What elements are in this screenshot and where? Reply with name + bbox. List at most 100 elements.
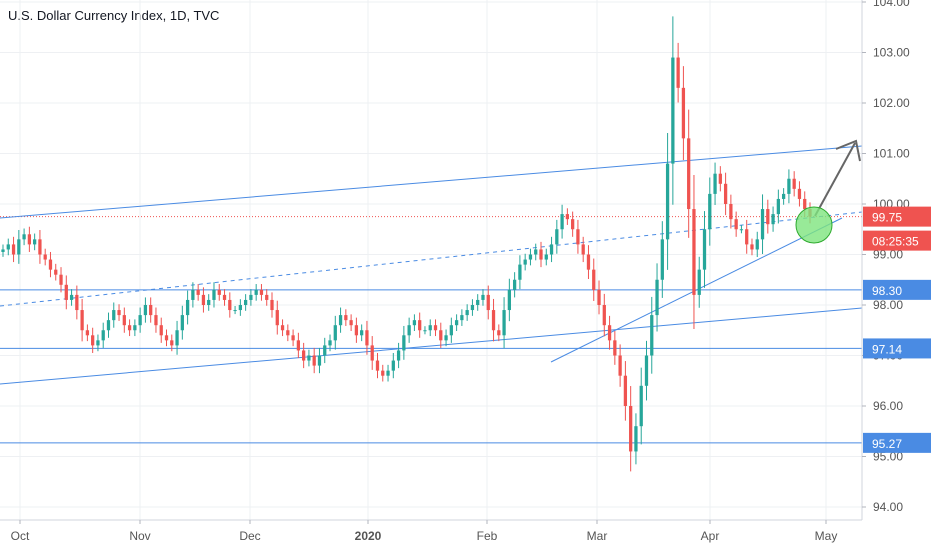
candle-body xyxy=(33,239,37,245)
candle-body xyxy=(423,330,427,332)
candle-body xyxy=(444,335,448,341)
highlight-circle xyxy=(795,206,833,244)
candle-body xyxy=(391,360,395,371)
candle-body xyxy=(207,299,211,305)
candle-body xyxy=(534,249,538,255)
candle-body xyxy=(317,355,322,366)
candle-body xyxy=(560,214,564,230)
candle-body xyxy=(655,279,659,316)
chart-title: U.S. Dollar Currency Index, 1D, TVC xyxy=(8,8,220,23)
candle-body xyxy=(571,219,575,230)
candle-body xyxy=(803,198,807,210)
candle-body xyxy=(286,330,290,336)
candle-body xyxy=(312,355,316,366)
candle-body xyxy=(328,340,332,346)
candle-body xyxy=(164,335,169,341)
candle-body xyxy=(170,340,174,346)
candle-body xyxy=(586,254,591,270)
candle-body xyxy=(565,214,570,220)
candle-body xyxy=(270,299,274,311)
candle-body xyxy=(412,320,417,326)
candle-body xyxy=(792,178,796,189)
candle-body xyxy=(80,310,84,331)
candle-body xyxy=(502,310,506,336)
candle-body xyxy=(185,299,190,316)
candle-body xyxy=(512,279,517,290)
candle-body xyxy=(370,345,374,361)
candle-body xyxy=(64,284,68,300)
candle-body xyxy=(254,289,258,295)
candle-body xyxy=(112,310,116,321)
candle-body xyxy=(22,234,26,240)
candle-body xyxy=(307,355,311,361)
candle-body xyxy=(43,254,47,260)
candle-body xyxy=(280,325,285,331)
candle-body xyxy=(581,244,585,255)
candle-body xyxy=(11,244,16,255)
candle-body xyxy=(407,325,411,336)
candle-body xyxy=(523,259,527,265)
candle-body xyxy=(154,315,158,326)
candle-body xyxy=(233,310,237,312)
candle-body xyxy=(613,340,617,356)
candle-body xyxy=(302,350,306,361)
candle-body xyxy=(54,269,58,275)
price-label-badge xyxy=(863,432,931,453)
price-label-text: 99.75 xyxy=(872,211,902,225)
y-axis-tick-label: 104.00 xyxy=(873,0,910,9)
candle-body xyxy=(639,385,643,427)
price-label-text: 97.14 xyxy=(872,342,902,356)
candle-body xyxy=(681,87,686,139)
candle-body xyxy=(259,289,264,295)
candle-body xyxy=(539,249,543,260)
candle-body xyxy=(549,244,554,255)
candle-body xyxy=(454,320,459,326)
price-label-badge xyxy=(863,206,931,227)
candle-body xyxy=(365,330,369,346)
candle-body xyxy=(243,299,248,305)
candle-body xyxy=(85,330,90,336)
x-axis-tick-label: Apr xyxy=(701,529,720,543)
candle-body xyxy=(576,229,580,245)
y-axis-tick-label: 103.00 xyxy=(873,46,910,60)
candle-body xyxy=(708,193,712,230)
candle-body xyxy=(375,360,380,371)
candle-body xyxy=(766,209,770,225)
candle-body xyxy=(745,229,749,245)
candle-body xyxy=(6,244,10,250)
y-axis-tick-label: 96.00 xyxy=(873,399,903,413)
price-label-badge xyxy=(863,230,931,251)
price-label-badge xyxy=(863,279,931,300)
x-axis-tick-label: Dec xyxy=(239,529,260,543)
candle-body xyxy=(486,294,490,311)
candle-body xyxy=(729,204,733,220)
candle-body xyxy=(676,57,680,88)
candle-body xyxy=(755,239,759,250)
candle-body xyxy=(739,229,744,231)
candle-body xyxy=(296,340,301,351)
candle-body xyxy=(460,315,464,321)
x-axis-tick-label: Oct xyxy=(11,529,30,543)
candle-body xyxy=(418,320,422,331)
candle-body xyxy=(222,294,227,300)
candle-body xyxy=(27,234,32,245)
lower-channel-trendline xyxy=(0,307,863,385)
candle-body xyxy=(465,310,469,316)
candle-body xyxy=(354,325,359,336)
candle-body xyxy=(634,426,638,452)
candle-body xyxy=(618,355,622,376)
candle-body xyxy=(360,330,364,336)
x-axis-tick-label: 2020 xyxy=(355,529,382,543)
candle-body xyxy=(713,173,717,194)
candle-body xyxy=(38,239,42,255)
candle-body xyxy=(702,229,707,270)
price-label-badge xyxy=(863,338,931,359)
candle-body xyxy=(159,325,163,336)
candle-body xyxy=(96,340,100,346)
x-axis-tick-label: Mar xyxy=(587,529,608,543)
candle-body xyxy=(249,294,253,300)
price-label-text: 08:25:35 xyxy=(872,235,919,249)
candle-body xyxy=(449,325,453,336)
candle-body xyxy=(470,305,475,311)
